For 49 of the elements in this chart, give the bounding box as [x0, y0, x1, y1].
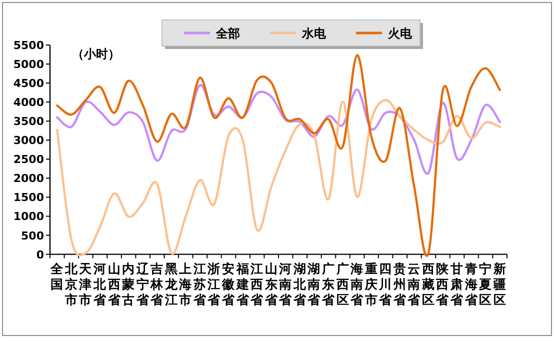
y-tick-label: 1000	[13, 210, 44, 224]
x-tick-label: 安徽省	[221, 261, 236, 307]
y-tick-label: 5500	[13, 39, 44, 52]
x-tick-label: 山西省	[106, 261, 122, 307]
y-tick-label: 5000	[13, 58, 44, 72]
x-tick-label: 重庆市	[364, 261, 378, 307]
x-tick-label: 内蒙古	[121, 261, 136, 307]
x-tick-label: 甘肃省	[450, 261, 465, 307]
x-tick-label: 全国	[50, 261, 65, 292]
x-tick-label: 河南省	[278, 261, 294, 307]
x-tick-label: 河北省	[92, 261, 108, 307]
x-tick-label: 青海省	[464, 261, 479, 307]
x-tick-label: 广西区	[335, 261, 350, 307]
x-tick-label: 湖南省	[306, 261, 322, 307]
y-tick-label: 4000	[13, 96, 44, 110]
y-tick-label: 4500	[13, 77, 44, 90]
x-tick-label: 黑龙江	[164, 261, 179, 307]
legend-label: 火电	[387, 26, 413, 40]
y-tick-label: 3500	[13, 115, 44, 128]
x-tick-label: 陕西省	[435, 261, 450, 307]
line-series	[56, 84, 501, 174]
y-tick-label: 2000	[13, 172, 44, 186]
x-tick-label: 北京市	[64, 261, 79, 307]
x-tick-label: 山东省	[264, 261, 279, 307]
annotation: （小时）	[72, 47, 120, 61]
legend-label: 水电	[301, 26, 327, 40]
legend-label: 全部	[215, 26, 240, 40]
x-tick-label: 湖北省	[292, 261, 308, 307]
x-tick-label: 四川省	[378, 261, 394, 307]
x-tick-label: 上海市	[178, 261, 192, 307]
x-tick-label: 天津市	[78, 261, 92, 307]
x-tick-label: 浙江省	[206, 261, 222, 307]
y-tick-label: 2500	[13, 153, 44, 166]
x-tick-label: 西藏区	[420, 261, 435, 307]
y-tick-label: 0	[36, 248, 44, 262]
x-tick-label: 广东省	[320, 261, 336, 307]
x-tick-label: 新疆区	[492, 261, 506, 307]
x-tick-label: 海南省	[350, 261, 365, 307]
y-tick-label: 500	[21, 229, 44, 242]
x-tick-label: 贵州省	[392, 261, 408, 307]
x-tick-label: 云南省	[406, 261, 422, 307]
y-tick-label: 1500	[13, 191, 44, 204]
x-tick-label: 辽宁省	[135, 261, 150, 307]
x-tick-label: 宁夏区	[478, 261, 492, 307]
x-tick-label: 江苏省	[192, 261, 208, 307]
y-tick-label: 3000	[13, 134, 44, 148]
x-tick-label: 吉林省	[150, 261, 165, 307]
x-tick-label: 福建省	[235, 261, 250, 307]
x-tick-label: 江西省	[250, 261, 265, 307]
